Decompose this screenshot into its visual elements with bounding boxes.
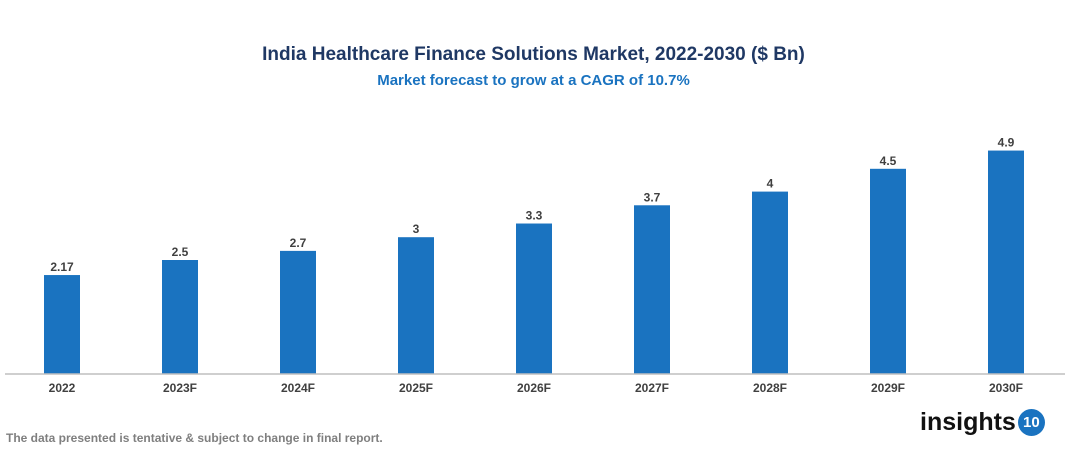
- data-label: 4.5: [880, 154, 897, 168]
- data-label: 2.7: [290, 236, 307, 250]
- logo-text: insights: [920, 408, 1016, 436]
- bar: [44, 275, 80, 374]
- x-tick-label: 2022: [49, 381, 76, 395]
- bar: [398, 237, 434, 374]
- x-tick-label: 2030F: [989, 381, 1023, 395]
- insights10-logo: insights 10: [920, 408, 1045, 437]
- bar: [516, 223, 552, 374]
- chart-title: India Healthcare Finance Solutions Marke…: [262, 44, 805, 65]
- data-label: 4: [767, 177, 774, 191]
- data-label: 4.9: [998, 136, 1015, 150]
- bar: [162, 260, 198, 374]
- data-label: 3.7: [644, 190, 661, 204]
- x-tick-label: 2025F: [399, 381, 433, 395]
- x-tick-label: 2028F: [753, 381, 787, 395]
- bar: [870, 168, 906, 374]
- chart-subtitle: Market forecast to grow at a CAGR of 10.…: [377, 72, 690, 89]
- footnote: The data presented is tentative & subjec…: [6, 431, 383, 445]
- data-label: 2.17: [50, 260, 74, 274]
- x-tick-label: 2029F: [871, 381, 905, 395]
- logo-badge: 10: [1017, 409, 1045, 436]
- data-label: 3: [413, 222, 420, 236]
- bar: [634, 205, 670, 374]
- x-tick-label: 2027F: [635, 381, 669, 395]
- data-label: 2.5: [172, 245, 189, 259]
- data-label: 3.3: [526, 209, 543, 223]
- x-tick-label: 2023F: [163, 381, 197, 395]
- bar: [280, 250, 316, 374]
- bar: [752, 191, 788, 374]
- bar: [988, 150, 1024, 374]
- x-tick-label: 2024F: [281, 381, 315, 395]
- x-tick-label: 2026F: [517, 381, 551, 395]
